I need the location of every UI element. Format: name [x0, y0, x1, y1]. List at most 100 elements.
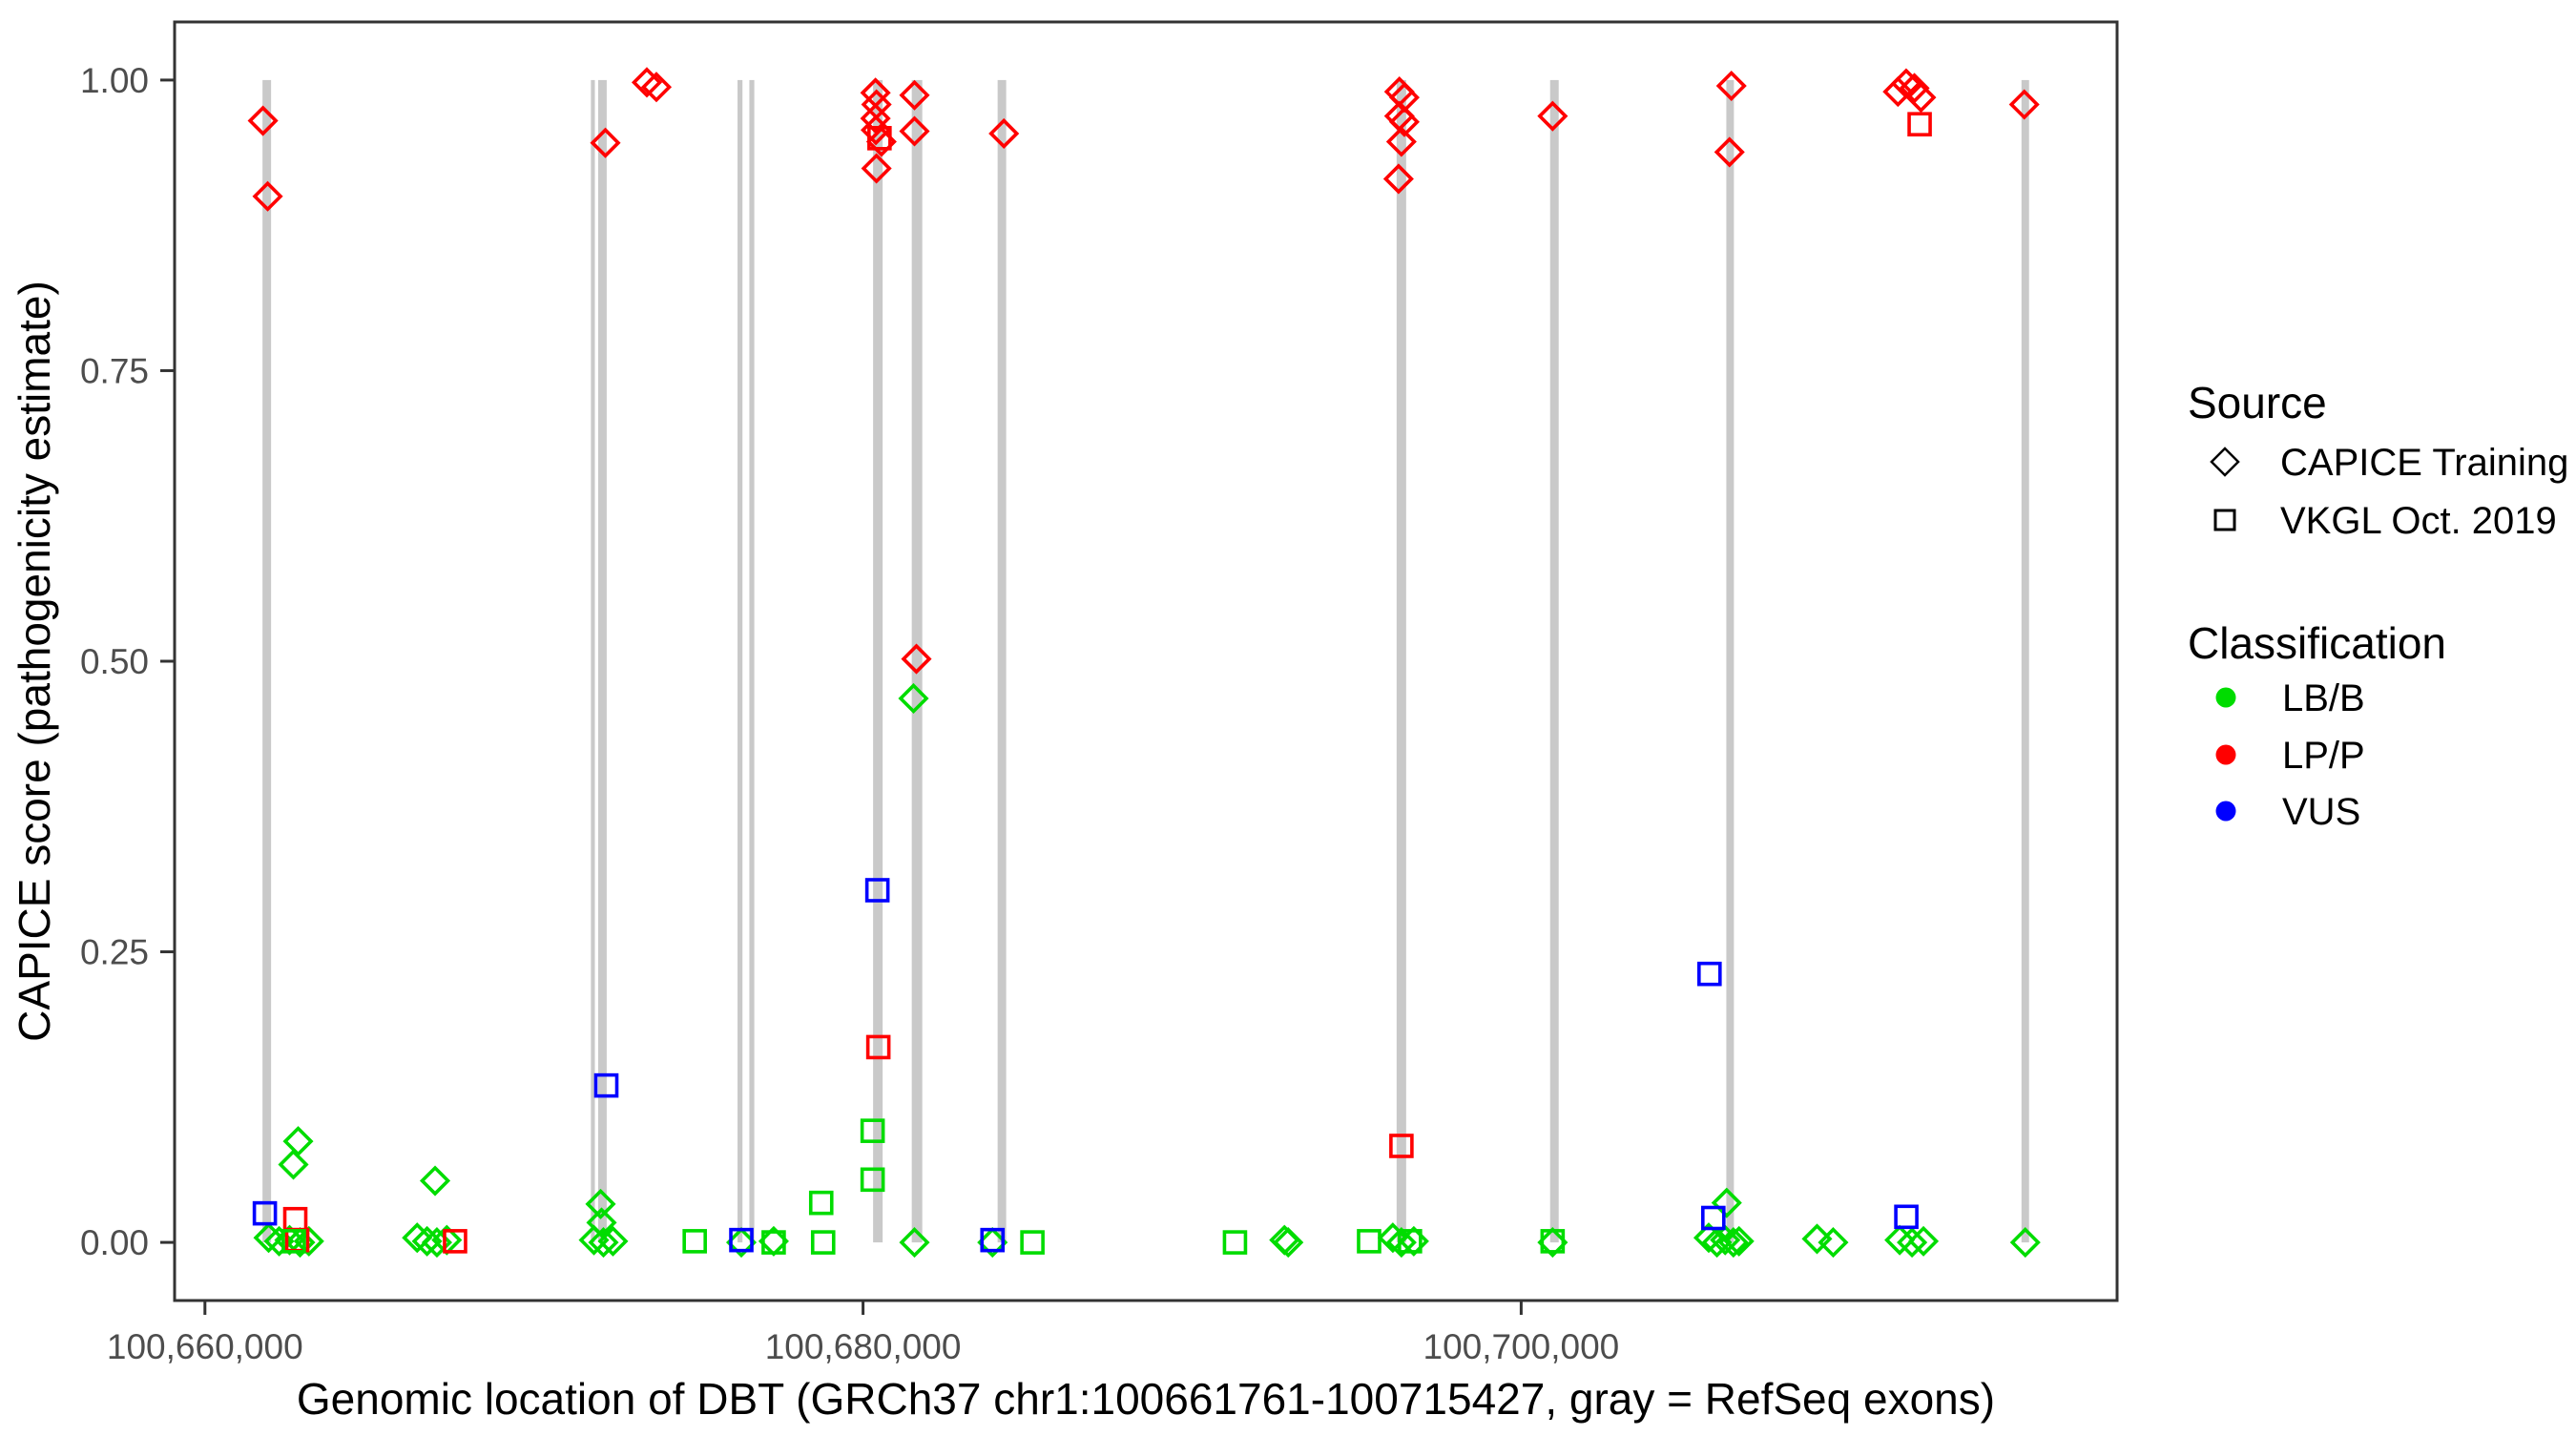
data-point-square	[443, 1229, 467, 1254]
x-tick-label: 100,680,000	[765, 1327, 962, 1366]
data-point-square	[682, 1229, 707, 1254]
data-point-diamond	[278, 1149, 309, 1180]
legend-item-lbb: LB/B	[2282, 677, 2365, 719]
data-point-square	[761, 1230, 786, 1255]
data-point-square	[1389, 1134, 1414, 1158]
data-point-square	[1907, 112, 1932, 136]
data-point-square	[1697, 961, 1722, 987]
data-point-diamond	[1899, 73, 1930, 104]
data-point-diamond	[1715, 70, 1747, 102]
exon-bars	[262, 79, 2029, 1243]
refseq-exon-bar	[1549, 79, 1559, 1243]
data-point-square	[281, 1229, 306, 1254]
data-point-diamond	[1711, 1187, 1742, 1218]
data-point-diamond	[2009, 1227, 2041, 1259]
y-tick-label: 0.75	[80, 351, 149, 390]
data-point-diamond	[2008, 89, 2040, 120]
capice-training-diamond-icon	[2210, 447, 2240, 477]
data-point-diamond	[861, 153, 892, 184]
refseq-exon-bar	[2021, 79, 2029, 1243]
legend-item-vus: VUS	[2282, 791, 2360, 833]
data-point-diamond	[1818, 1227, 1849, 1259]
y-tick-label: 0.50	[80, 642, 149, 681]
data-point-diamond	[282, 1126, 314, 1157]
refseq-exon-bar	[737, 79, 743, 1243]
data-point-diamond	[988, 117, 1020, 149]
data-point-diamond	[1884, 1224, 1916, 1256]
legend-item-vkgl: VKGL Oct. 2019	[2280, 500, 2557, 542]
y-axis-title: CAPICE score (pathogenicity estimate)	[10, 281, 59, 1042]
data-point-diamond	[402, 1222, 433, 1254]
y-tick-label: 0.00	[80, 1223, 149, 1262]
data-point-diamond	[899, 115, 930, 147]
data-point-square	[593, 1072, 619, 1098]
data-point-diamond	[419, 1165, 451, 1197]
legend-classification-title: Classification	[2188, 618, 2446, 668]
data-point-square	[810, 1230, 836, 1255]
data-point-square	[1357, 1229, 1381, 1254]
refseq-exon-bar	[591, 79, 595, 1243]
data-point-diamond	[1882, 76, 1914, 108]
legend-source-title: Source	[2188, 378, 2327, 427]
data-point-diamond	[1273, 1227, 1304, 1259]
data-point-square	[1398, 1229, 1423, 1254]
data-point-diamond	[860, 103, 891, 135]
data-point-diamond	[1385, 1227, 1417, 1259]
y-tick-label: 1.00	[80, 61, 149, 100]
data-point-square	[860, 1118, 885, 1143]
data-point-diamond	[585, 1188, 616, 1219]
data-point-diamond	[725, 1227, 758, 1259]
refseq-exon-bar	[911, 79, 923, 1243]
refseq-exon-bar	[997, 79, 1007, 1243]
refseq-exon-bar	[1396, 79, 1406, 1243]
data-point-square	[867, 126, 892, 151]
data-point-diamond	[1385, 126, 1417, 157]
data-point-diamond	[899, 79, 930, 111]
data-point-diamond	[1801, 1223, 1833, 1255]
data-point-diamond	[1377, 1222, 1408, 1254]
data-point-diamond	[631, 67, 663, 98]
lpp-color-dot-icon	[2215, 744, 2236, 765]
panel-border-rect	[173, 20, 2119, 1302]
x-tick-label: 100,700,000	[1423, 1327, 1620, 1366]
data-point-square	[1020, 1230, 1045, 1255]
data-point-diamond	[1537, 1227, 1568, 1259]
data-point-diamond	[1398, 1225, 1429, 1257]
data-point-square	[1222, 1230, 1248, 1255]
data-point-diamond	[597, 1225, 629, 1257]
data-point-square	[1540, 1229, 1566, 1254]
y-tick-label: 0.25	[80, 933, 149, 972]
data-points	[247, 67, 2041, 1259]
data-point-square	[980, 1227, 1006, 1253]
vkgl-square-icon	[2213, 509, 2236, 531]
data-point-diamond	[1897, 1227, 1928, 1259]
data-point-diamond	[1714, 136, 1745, 168]
data-point-diamond	[1537, 100, 1568, 132]
data-point-square	[865, 1034, 891, 1060]
data-point-square	[252, 1200, 278, 1226]
data-point-diamond	[578, 1224, 610, 1256]
data-point-square	[860, 1167, 885, 1193]
data-point-diamond	[901, 643, 932, 675]
data-point-diamond	[1890, 68, 1922, 99]
data-point-diamond	[899, 1227, 930, 1259]
x-axis-title: Genomic location of DBT (GRCh37 chr1:100…	[297, 1374, 1995, 1424]
data-point-diamond	[253, 1222, 284, 1254]
data-point-square	[1701, 1205, 1726, 1231]
data-point-diamond	[861, 114, 892, 146]
refseq-exon-bar	[873, 79, 883, 1243]
data-point-diamond	[1717, 1227, 1749, 1259]
data-point-diamond	[590, 127, 621, 158]
data-point-diamond	[293, 1225, 324, 1257]
data-point-square	[729, 1227, 754, 1253]
x-tick-label: 100,660,000	[107, 1327, 303, 1366]
panel-border	[173, 20, 2119, 1302]
refseq-exon-bar	[1726, 79, 1735, 1243]
data-point-diamond	[247, 105, 279, 136]
data-point-diamond	[1908, 1225, 1940, 1257]
axis-ticks: 1.00 0.75 0.50 0.25 0.00 100,660,000 100,680,0…	[80, 61, 1619, 1366]
data-point-square	[1894, 1204, 1919, 1230]
data-point-diamond	[1388, 106, 1420, 137]
data-point-diamond	[1382, 163, 1414, 195]
lbb-color-dot-icon	[2215, 687, 2236, 708]
